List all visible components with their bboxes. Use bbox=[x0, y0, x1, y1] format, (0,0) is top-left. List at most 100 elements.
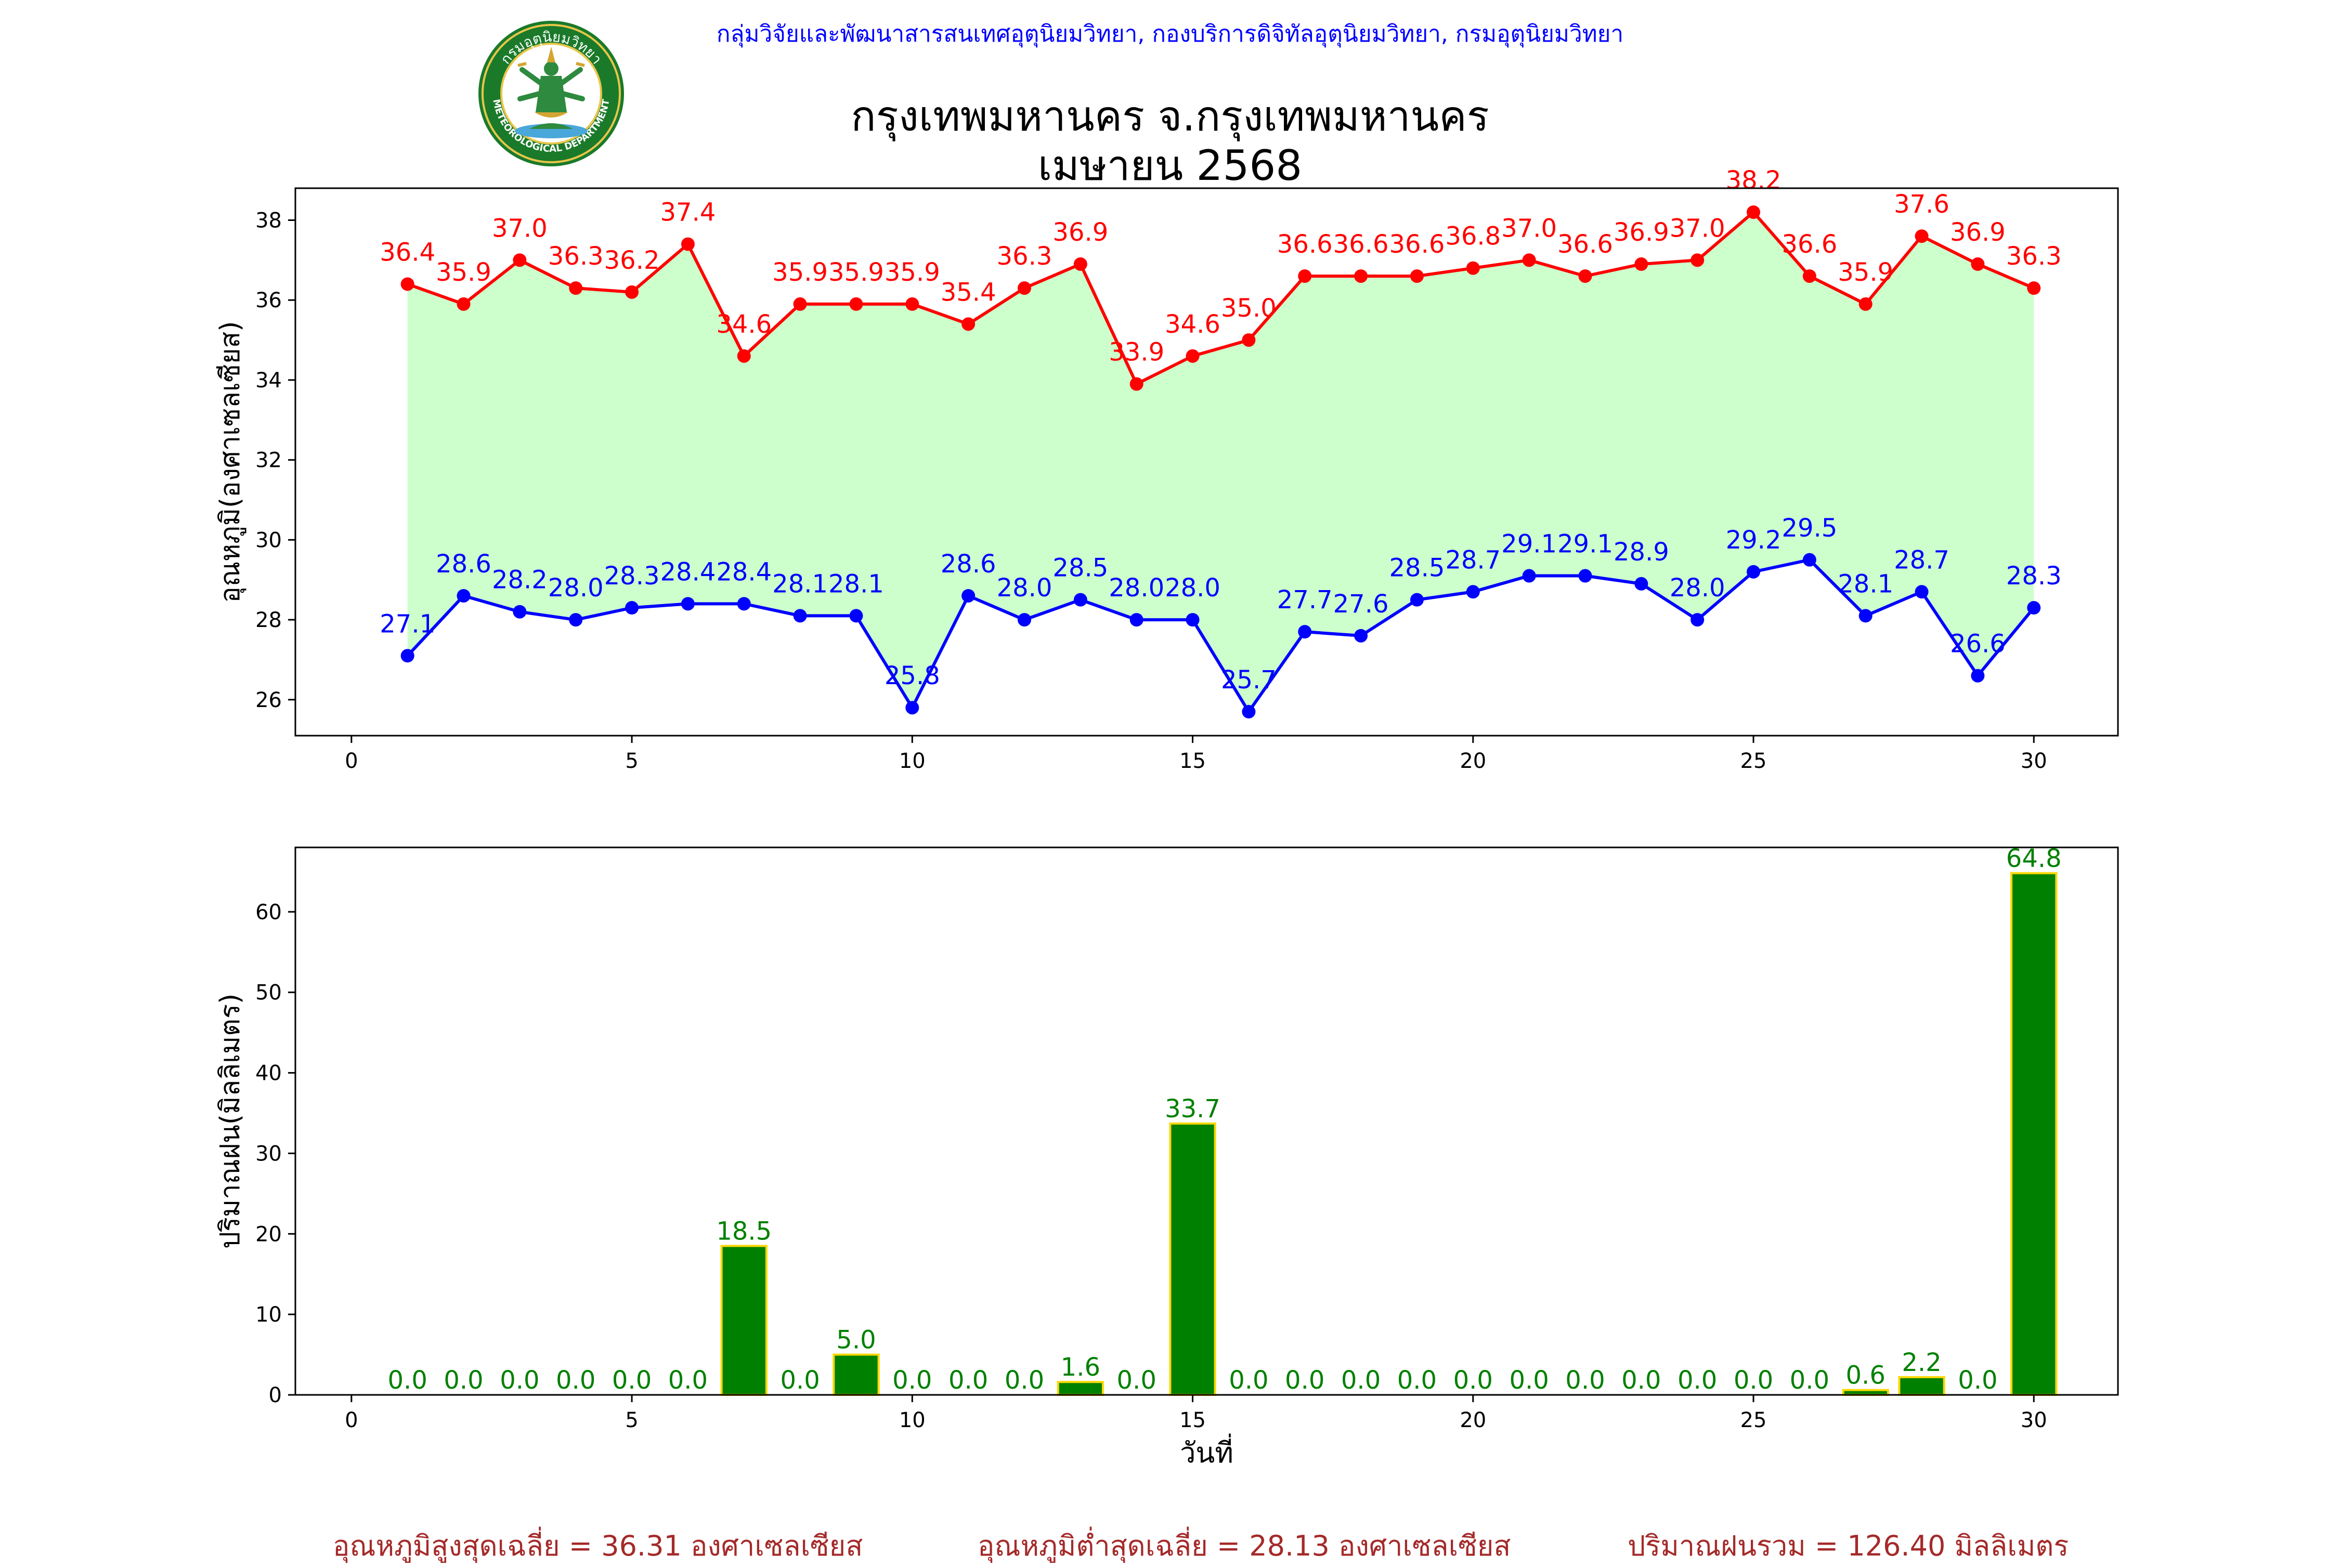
rain-label: 5.0 bbox=[836, 1326, 876, 1355]
temp-range-fill bbox=[407, 212, 2034, 712]
min-temp-label: 25.8 bbox=[885, 661, 940, 690]
max-temp-label: 35.9 bbox=[436, 258, 491, 287]
y-tick-label: 20 bbox=[255, 1222, 282, 1246]
rain-label: 2.2 bbox=[1902, 1348, 1941, 1377]
min-temp-label: 28.7 bbox=[1445, 545, 1501, 574]
rain-label: 0.0 bbox=[1958, 1366, 1997, 1395]
min-temp-label: 29.5 bbox=[1782, 514, 1837, 543]
x-tick-label: 15 bbox=[1179, 1408, 1206, 1432]
max-temp-label: 34.6 bbox=[1165, 310, 1220, 339]
x-tick-label: 5 bbox=[625, 1408, 638, 1432]
x-tick-label: 25 bbox=[1740, 749, 1767, 773]
max-temp-label: 34.6 bbox=[716, 310, 772, 339]
rain-label: 0.6 bbox=[1846, 1361, 1886, 1390]
rain-label: 0.0 bbox=[1734, 1366, 1773, 1395]
x-tick-label: 5 bbox=[625, 749, 638, 773]
max-temp-label: 36.3 bbox=[997, 242, 1052, 271]
rain-label: 18.5 bbox=[716, 1217, 772, 1246]
min-temp-point bbox=[1073, 593, 1087, 607]
min-temp-label: 28.5 bbox=[1389, 554, 1445, 583]
max-temp-point bbox=[513, 253, 527, 267]
min-temp-point bbox=[2027, 601, 2041, 615]
y-tick-label: 30 bbox=[255, 528, 282, 552]
rain-label: 0.0 bbox=[668, 1366, 708, 1395]
min-temp-label: 27.6 bbox=[1333, 590, 1389, 619]
min-temp-label: 26.6 bbox=[1950, 630, 2006, 659]
max-temp-point bbox=[1073, 257, 1087, 271]
y-tick-label: 30 bbox=[255, 1142, 282, 1166]
max-temp-line bbox=[407, 210, 2035, 386]
min-temp-point bbox=[625, 601, 639, 615]
max-temp-label: 36.3 bbox=[2006, 242, 2062, 271]
max-temp-point bbox=[1915, 229, 1929, 243]
rain-label: 0.0 bbox=[388, 1366, 427, 1395]
x-tick-label: 15 bbox=[1179, 749, 1206, 773]
rain-label: 0.0 bbox=[948, 1366, 988, 1395]
rain-label: 0.0 bbox=[1565, 1366, 1605, 1395]
rain-label: 0.0 bbox=[1285, 1366, 1324, 1395]
min-temp-label: 28.0 bbox=[1670, 573, 1725, 603]
min-temp-point bbox=[1578, 569, 1592, 583]
plot-frame bbox=[294, 846, 2119, 1396]
min-temp-point bbox=[1410, 593, 1424, 607]
x-tick-label: 25 bbox=[1740, 1408, 1767, 1432]
max-temp-point bbox=[1858, 297, 1873, 311]
rain-bar bbox=[1057, 1381, 1104, 1396]
min-temp-point bbox=[1971, 669, 1985, 683]
max-temp-label: 36.6 bbox=[1277, 230, 1333, 259]
max-temp-label: 35.4 bbox=[941, 278, 996, 307]
rain-bar bbox=[720, 1245, 768, 1396]
x-tick-label: 0 bbox=[345, 1408, 358, 1432]
min-temp-label: 28.5 bbox=[1052, 554, 1108, 583]
max-temp-label: 35.9 bbox=[828, 258, 884, 287]
rain-label: 0.0 bbox=[612, 1366, 652, 1395]
min-temp-label: 28.0 bbox=[548, 573, 604, 603]
min-temp-point bbox=[961, 589, 976, 603]
min-temp-point bbox=[1354, 629, 1368, 643]
max-temp-label: 37.4 bbox=[660, 198, 716, 227]
max-temp-label: 37.0 bbox=[1670, 214, 1725, 243]
min-temp-point bbox=[400, 649, 414, 663]
logo-deity-figure bbox=[515, 47, 588, 138]
y-tick-label: 0 bbox=[269, 1383, 282, 1407]
min-temp-point bbox=[681, 597, 695, 611]
max-temp-label: 36.8 bbox=[1445, 222, 1501, 251]
max-temp-label: 35.9 bbox=[1838, 258, 1893, 287]
min-temp-point bbox=[569, 613, 583, 627]
rain-label: 1.6 bbox=[1061, 1353, 1100, 1382]
max-temp-label: 36.6 bbox=[1782, 230, 1837, 259]
max-temp-point bbox=[905, 297, 919, 311]
max-temp-label: 38.2 bbox=[1726, 166, 1782, 195]
min-temp-point bbox=[1186, 613, 1200, 627]
summary-avg-max: อุณหภูมิสูงสุดเฉลี่ย = 36.31 องศาเซลเซีย… bbox=[333, 1530, 863, 1562]
rain-label: 33.7 bbox=[1165, 1094, 1220, 1123]
min-temp-line bbox=[406, 558, 2035, 715]
min-temp-point bbox=[457, 589, 471, 603]
min-temp-label: 28.6 bbox=[436, 550, 491, 579]
rain-label: 0.0 bbox=[1397, 1366, 1437, 1395]
max-temp-point bbox=[849, 297, 863, 311]
x-tick-label: 10 bbox=[899, 749, 926, 773]
rain-label: 0.0 bbox=[892, 1366, 932, 1395]
rain-label: 0.0 bbox=[1453, 1366, 1493, 1395]
y-tick-label: 26 bbox=[255, 688, 282, 712]
max-temp-label: 36.9 bbox=[1614, 218, 1669, 247]
min-temp-point bbox=[1242, 704, 1256, 718]
y-tick-label: 36 bbox=[255, 289, 282, 312]
min-temp-label: 28.1 bbox=[828, 569, 884, 598]
y-tick-label: 28 bbox=[255, 608, 282, 632]
summary-total-rain: ปริมาณฝนรวม = 126.40 มิลลิเมตร bbox=[1628, 1530, 2069, 1562]
rain-bar bbox=[833, 1353, 880, 1396]
max-temp-label: 37.0 bbox=[492, 214, 548, 243]
max-temp-point bbox=[1410, 269, 1424, 283]
min-temp-label: 25.7 bbox=[1221, 665, 1277, 695]
min-temp-label: 28.2 bbox=[492, 566, 548, 595]
max-temp-point bbox=[961, 317, 976, 331]
max-temp-label: 36.6 bbox=[1389, 230, 1445, 259]
max-temp-point bbox=[793, 297, 807, 311]
summary-avg-min: อุณหภูมิต่ำสุดเฉลี่ย = 28.13 องศาเซลเซีย… bbox=[978, 1530, 1511, 1562]
min-temp-label: 28.0 bbox=[1165, 573, 1220, 603]
x-tick-label: 0 bbox=[345, 749, 358, 773]
max-temp-point bbox=[1466, 261, 1480, 275]
